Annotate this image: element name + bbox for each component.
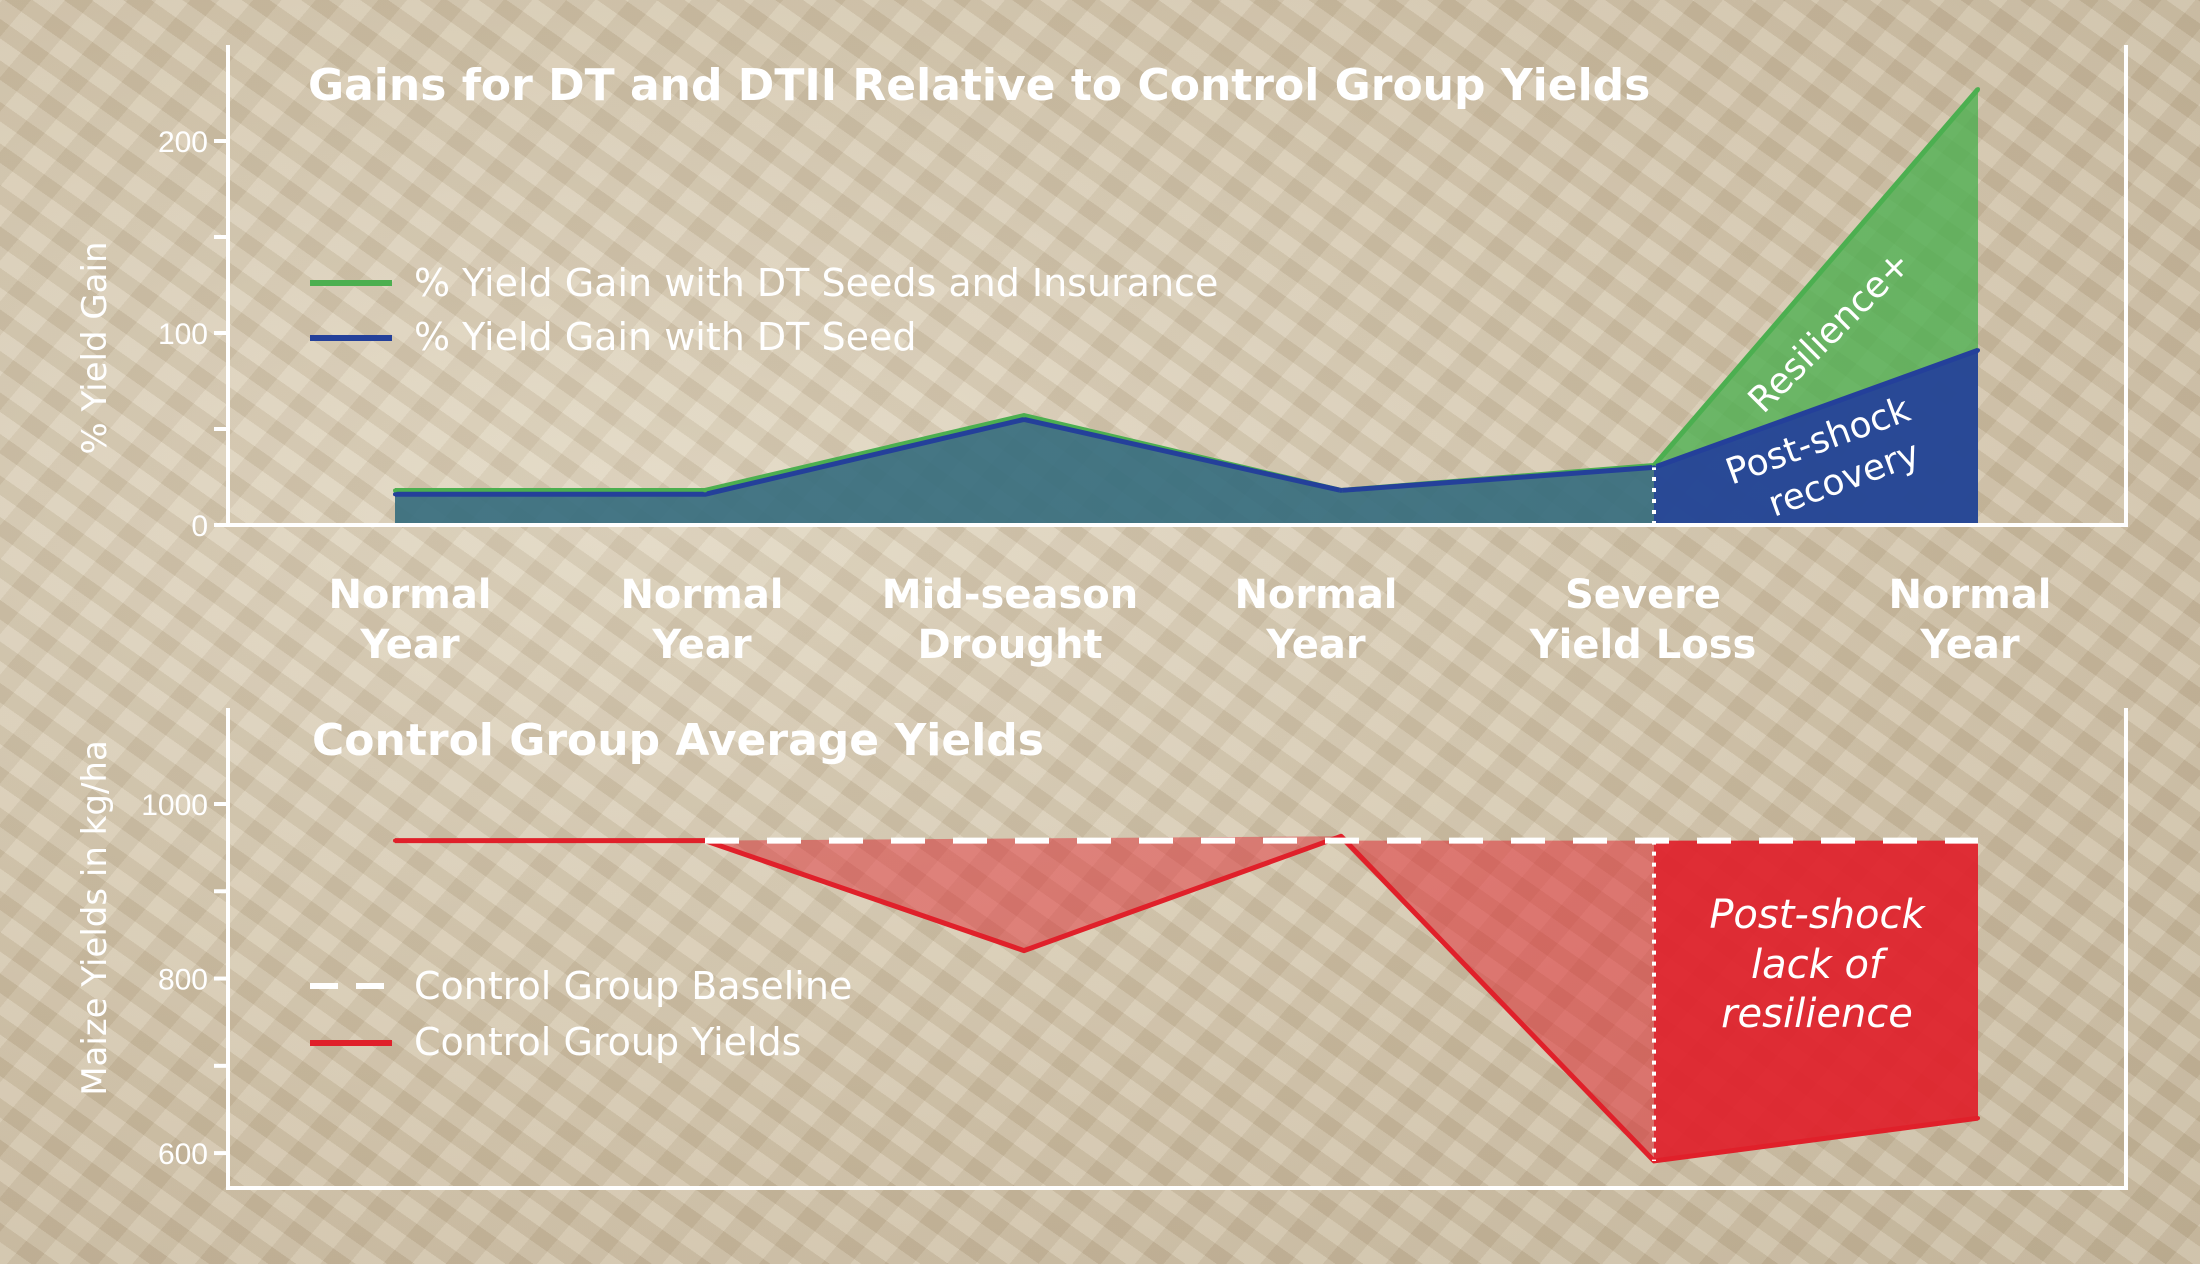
bottom-legend: Control Group Baseline Control Group Yie… xyxy=(310,964,852,1064)
bottom-chart-lines xyxy=(393,833,1980,1164)
point-dt-insurance-3 xyxy=(1022,413,1026,418)
top-legend: % Yield Gain with DT Seeds and Insurance… xyxy=(310,261,1218,359)
line-dt-seed xyxy=(395,347,1979,497)
annotation-lack-of: lack of xyxy=(1751,942,1889,988)
point-control-yields-4 xyxy=(1339,834,1343,839)
top-y-axis-label: % Yield Gain xyxy=(75,241,115,454)
area-dt-seed-pre-shock xyxy=(395,419,1654,525)
category-label-3-line1: Mid-season xyxy=(882,572,1138,618)
point-dt-insurance-6 xyxy=(1976,87,1980,92)
point-dt-insurance-1 xyxy=(393,488,397,493)
point-dt-seed-4 xyxy=(1339,488,1343,493)
category-labels: Normal Year Normal Year Mid-season Droug… xyxy=(328,572,2051,668)
area-dt-seed-post-shock xyxy=(1654,350,1978,525)
top-y-tick-label-0: 0 xyxy=(191,510,208,543)
category-label-4-line2: Year xyxy=(1265,622,1365,668)
category-label-1-line1: Normal xyxy=(328,572,491,618)
line-control-yields xyxy=(395,833,1979,1164)
category-label-5-line1: Severe xyxy=(1565,572,1721,618)
area-post-shock-gap xyxy=(1654,840,1978,1161)
bottom-y-tick-label-600: 600 xyxy=(158,1138,208,1171)
point-control-yields-3 xyxy=(1022,948,1026,953)
top-y-tick-label-200: 200 xyxy=(158,126,208,159)
point-dt-seed-1 xyxy=(393,492,397,497)
category-label-6-line1: Normal xyxy=(1888,572,2051,618)
point-dt-seed-6 xyxy=(1976,348,1980,353)
legend-label-dt-insurance: % Yield Gain with DT Seeds and Insurance xyxy=(414,261,1218,305)
category-label-5-line2: Yield Loss xyxy=(1529,622,1757,668)
annotation-resilience: resilience xyxy=(1721,991,1913,1037)
category-label-2-line1: Normal xyxy=(620,572,783,618)
top-chart-lines xyxy=(393,87,1980,525)
area-drought-gap xyxy=(705,836,1341,951)
point-dt-seed-3 xyxy=(1022,417,1026,422)
annotation-post-shock-bottom: Post-shock xyxy=(1709,892,1926,938)
legend-label-control-yields: Control Group Yields xyxy=(414,1020,801,1064)
top-chart-title: Gains for DT and DTII Relative to Contro… xyxy=(308,60,1650,111)
point-dt-insurance-2 xyxy=(703,488,707,493)
point-control-yields-6 xyxy=(1976,1116,1980,1121)
category-label-2-line2: Year xyxy=(651,622,751,668)
category-label-4-line1: Normal xyxy=(1234,572,1397,618)
bottom-y-tick-label-1000: 1000 xyxy=(141,789,208,822)
top-y-tick-label-100: 100 xyxy=(158,318,208,351)
legend-label-dt-seed: % Yield Gain with DT Seed xyxy=(414,315,916,359)
bottom-y-tick-label-800: 800 xyxy=(158,964,208,997)
point-control-yields-1 xyxy=(393,838,397,843)
category-label-1-line2: Year xyxy=(359,622,459,668)
top-chart-areas xyxy=(395,89,1978,525)
point-dt-seed-2 xyxy=(703,492,707,497)
bottom-chart-title: Control Group Average Yields xyxy=(312,715,1044,766)
axes: 0 100 200 600 800 1000 xyxy=(141,45,2128,1190)
legend-label-baseline: Control Group Baseline xyxy=(414,964,852,1008)
category-label-6-line2: Year xyxy=(1919,622,2019,668)
bottom-y-axis-label: Maize Yields in kg/ha xyxy=(75,740,115,1096)
category-label-3-line2: Drought xyxy=(917,622,1102,668)
